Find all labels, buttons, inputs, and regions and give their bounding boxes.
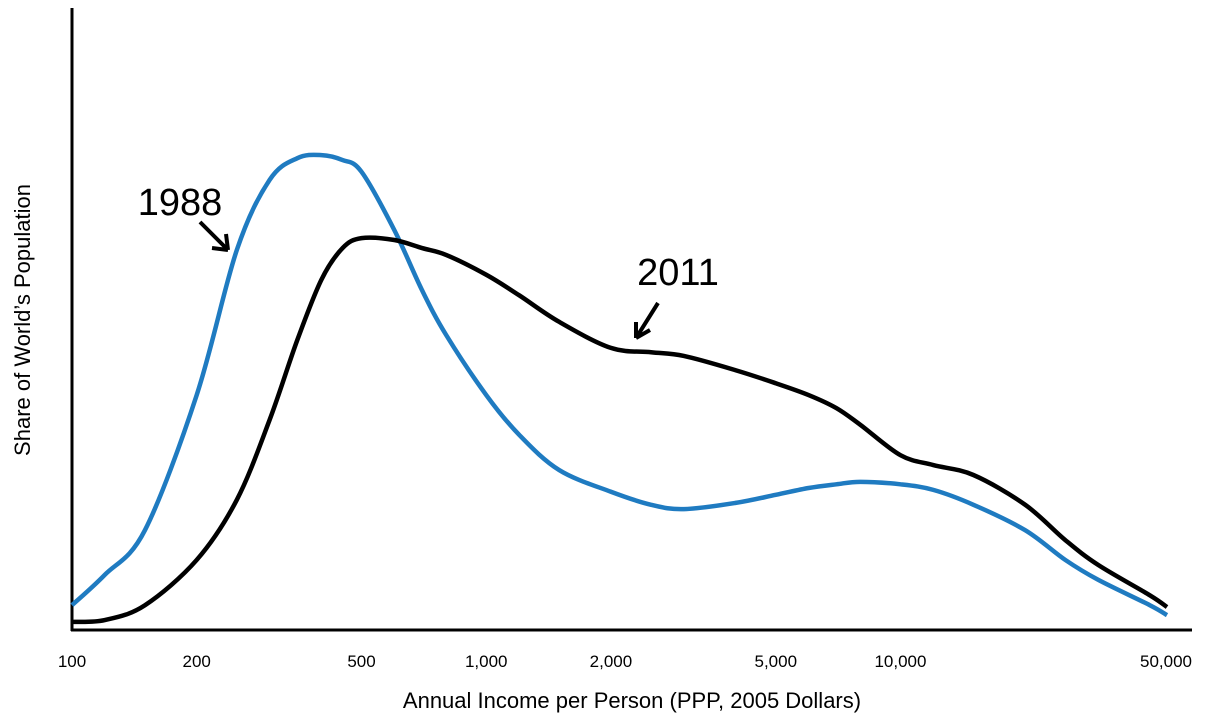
data-line [71,235,1169,625]
x-tick-label: 2,000 [590,652,633,671]
x-tick-label: 200 [183,652,211,671]
data-line [70,152,1169,618]
x-tick-label: 50,000 [1140,652,1192,671]
annotation: 2011 [637,252,719,294]
x-tick-label: 100 [58,652,86,671]
x-tick-label: 500 [347,652,375,671]
arrow [198,220,230,252]
x-tick-label: 10,000 [874,652,926,671]
arrow [634,301,660,340]
y-axis-title: Share of World’s Population [10,184,35,456]
x-tick-label: 5,000 [754,652,797,671]
annotation: 1988 [138,182,223,224]
x-axis-title: Annual Income per Person (PPP, 2005 Doll… [403,688,861,713]
x-tick-label: 1,000 [465,652,508,671]
